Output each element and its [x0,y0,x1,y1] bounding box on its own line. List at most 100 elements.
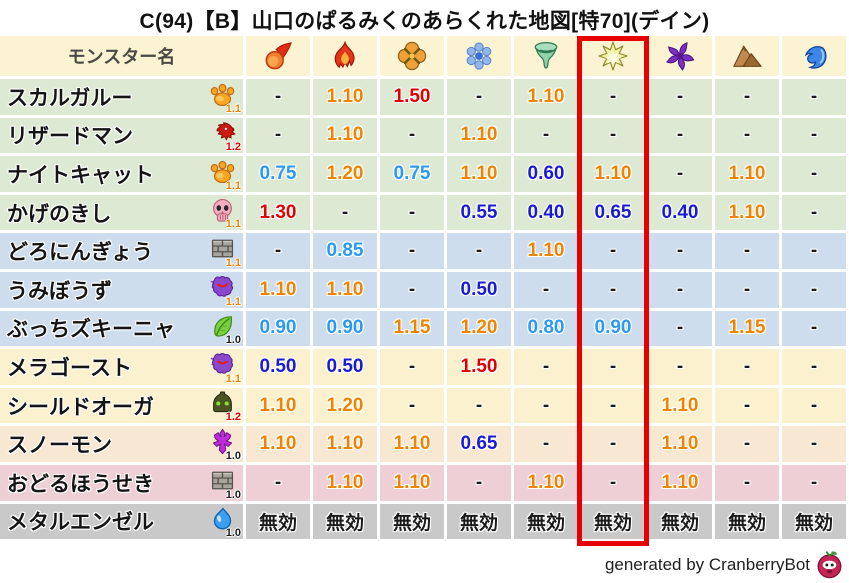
family-multiplier-badge: 1.2 [225,141,241,154]
resistance-value-cell: - [782,271,846,308]
resistance-value-cell: 0.75 [246,156,310,192]
name-column-header: モンスター名 [0,36,243,76]
monster-name: おどるほうせき [7,472,154,496]
resistance-value-cell: 1.20 [313,156,377,192]
family-multiplier-badge: 1.2 [225,411,241,424]
resistance-value-cell: 1.10 [380,426,444,462]
resistance-value-cell: - [514,426,578,462]
resistance-value-cell: - [581,464,645,501]
element-column-header [514,36,578,76]
resistance-value-cell: 0.60 [514,156,578,192]
resistance-value-cell: - [514,117,578,154]
resistance-value-cell: 無効 [447,503,511,540]
resistance-value-cell: 無効 [313,503,377,540]
resistance-value-cell: 0.85 [313,233,377,269]
resistance-value-cell: - [715,426,779,462]
spark-icon [598,41,628,71]
resistance-value-cell: 0.90 [246,310,310,347]
resistance-value-cell: - [648,349,712,385]
monster-name-cell: うみぼうず 1.1 [0,271,243,308]
monster-name-cell: おどるほうせき 1.0 [0,464,243,501]
resistance-value-cell: - [782,349,846,385]
resistance-value-cell: 1.50 [447,349,511,385]
resistance-value-cell: - [581,349,645,385]
mountain-icon [732,41,762,71]
resistance-value-cell: - [648,117,712,154]
resistance-value-cell: 1.10 [648,387,712,424]
resistance-value-cell: 無効 [648,503,712,540]
monster-name: うみぼうず [7,279,112,303]
resistance-value-cell: 1.10 [514,79,578,115]
snowflake-icon [464,41,494,71]
resistance-value-cell: 1.10 [246,271,310,308]
brick-icon [209,235,236,262]
resistance-value-cell: - [782,156,846,192]
flame-icon [330,41,360,71]
name-column-header-label: モンスター名 [67,47,176,67]
resistance-value-cell: - [648,79,712,115]
monster-name: かげのきし [7,202,112,226]
monster-name-cell: どろにんぎょう 1.1 [0,233,243,269]
resistance-value-cell: 1.10 [313,271,377,308]
family-multiplier-badge: 1.0 [225,527,241,540]
resistance-value-cell: - [782,310,846,347]
resistance-value-cell: 1.20 [313,387,377,424]
family-multiplier-badge: 1.1 [225,295,241,308]
resistance-value-cell: - [380,349,444,385]
resistance-value-cell: - [782,79,846,115]
monster-name-cell: ナイトキャット 1.1 [0,156,243,192]
resistance-value-cell: 1.10 [715,194,779,231]
monster-name: ぶっちズキーニャ [7,318,175,342]
resistance-value-cell: 1.10 [648,426,712,462]
monster-name-cell: ぶっちズキーニャ 1.0 [0,310,243,347]
resistance-value-cell: 1.10 [514,233,578,269]
resistance-value-cell: - [648,271,712,308]
monster-name: リザードマン [7,125,133,149]
resistance-value-cell: 1.10 [447,156,511,192]
monster-name: メタルエンゼル [7,511,154,535]
resistance-value-cell: - [581,426,645,462]
leaf-icon [209,313,236,340]
resistance-value-cell: 無効 [581,503,645,540]
resistance-value-cell: 0.50 [313,349,377,385]
monster-name-cell: シールドオーガ 1.2 [0,387,243,424]
family-multiplier-badge: 1.1 [225,372,241,385]
resistance-value-cell: - [782,194,846,231]
resistance-value-cell: - [514,349,578,385]
resistance-value-cell: 0.50 [246,349,310,385]
skull-icon [209,197,236,224]
resistance-value-cell: 1.10 [380,464,444,501]
element-column-header [246,36,310,76]
family-multiplier-badge: 1.0 [225,334,241,347]
resistance-value-cell: 1.10 [648,464,712,501]
resistance-value-cell: 1.10 [313,464,377,501]
resistance-value-cell: 1.10 [246,387,310,424]
resistance-value-cell: 1.10 [313,426,377,462]
resistance-value-cell: - [782,117,846,154]
resistance-value-cell: 0.90 [313,310,377,347]
resistance-value-cell: - [380,271,444,308]
resistance-value-cell: - [715,271,779,308]
resistance-value-cell: 0.40 [514,194,578,231]
resistance-value-cell: 1.10 [246,426,310,462]
monster-name: どろにんぎょう [7,241,153,265]
paw-icon [209,158,236,185]
resistance-value-cell: - [581,117,645,154]
resistance-value-cell: - [581,271,645,308]
credit-text: generated by CranberryBot [604,554,810,574]
resistance-value-cell: - [246,464,310,501]
resistance-value-cell: - [581,387,645,424]
resistance-value-cell: - [447,464,511,501]
resistance-value-cell: - [246,79,310,115]
brick-icon [209,467,236,494]
resistance-value-cell: 1.10 [581,156,645,192]
family-multiplier-badge: 1.1 [225,102,241,115]
family-multiplier-badge: 1.1 [225,218,241,231]
resistance-value-cell: 1.10 [313,79,377,115]
resistance-value-cell: - [648,156,712,192]
resistance-value-cell: 無効 [782,503,846,540]
resistance-value-cell: 1.15 [380,310,444,347]
resistance-value-cell: - [782,233,846,269]
resistance-value-cell: 1.50 [380,79,444,115]
